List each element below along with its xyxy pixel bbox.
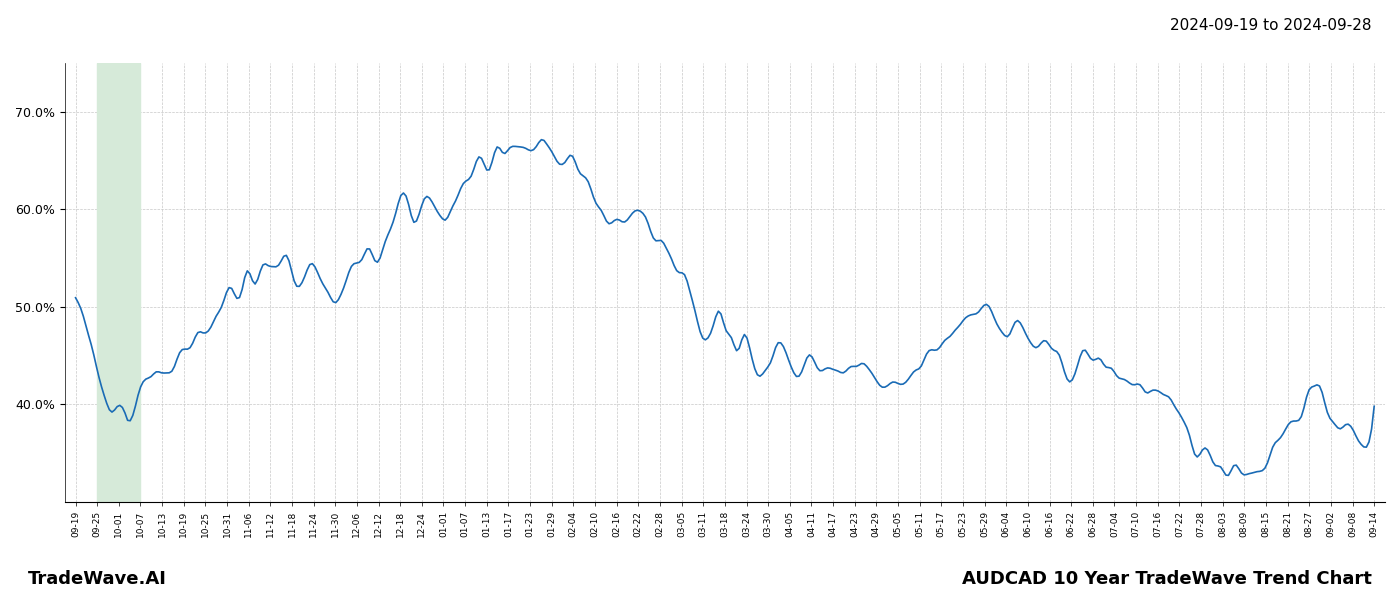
Bar: [97, 63, 140, 502]
Text: TradeWave.AI: TradeWave.AI: [28, 570, 167, 588]
Text: AUDCAD 10 Year TradeWave Trend Chart: AUDCAD 10 Year TradeWave Trend Chart: [962, 570, 1372, 588]
Text: 2024-09-19 to 2024-09-28: 2024-09-19 to 2024-09-28: [1170, 18, 1372, 33]
